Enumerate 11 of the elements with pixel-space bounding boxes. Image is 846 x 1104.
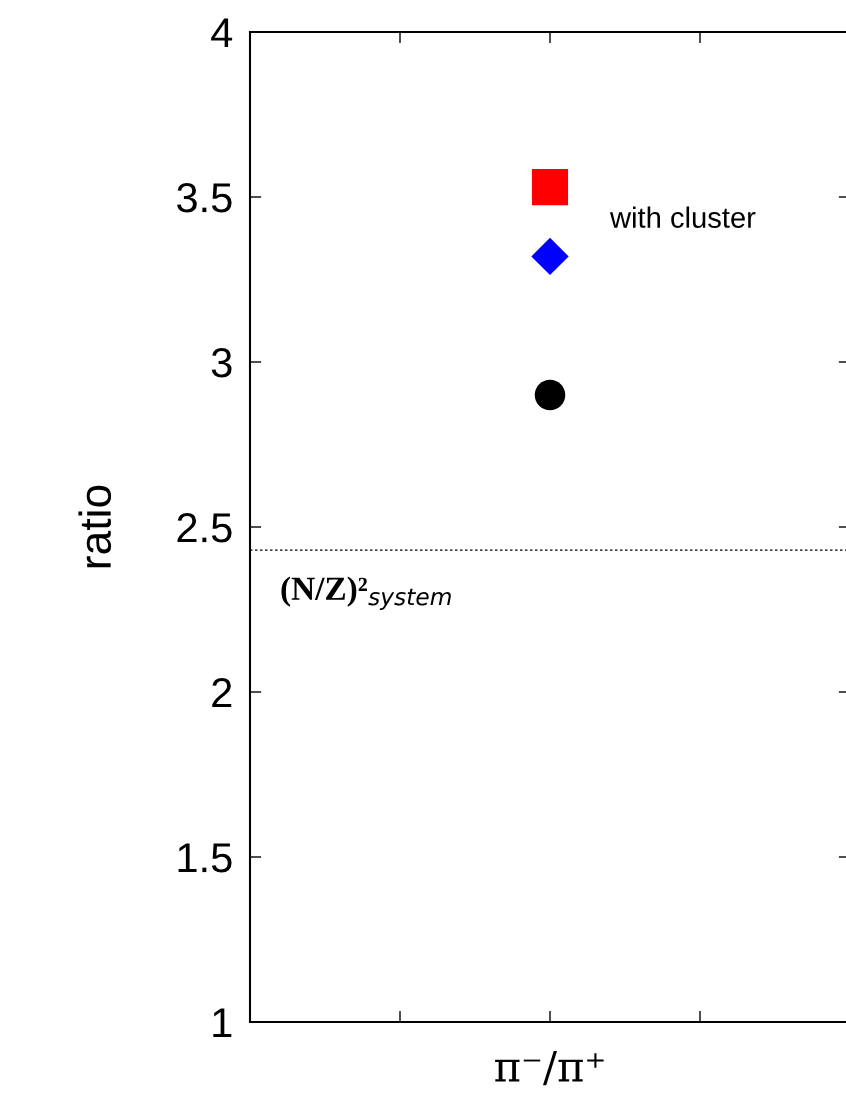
- y-tick-label: 1: [213, 1008, 232, 1038]
- y-tick-label: 2.5: [177, 513, 232, 543]
- y-axis-title: ratio: [78, 485, 112, 568]
- annotation: with cluster: [609, 206, 756, 228]
- y-tick-label: 4: [211, 18, 233, 48]
- y-tick-label: 3: [211, 348, 232, 378]
- y-tick-label: 1.5: [178, 843, 232, 873]
- ref-line-label: (N/Z)²$_{system}$: [281, 576, 451, 610]
- x-tick-label: π⁻/π⁺: [495, 1051, 604, 1086]
- y-tick-label: 3.5: [177, 183, 232, 213]
- y-tick-label: 2: [212, 678, 232, 708]
